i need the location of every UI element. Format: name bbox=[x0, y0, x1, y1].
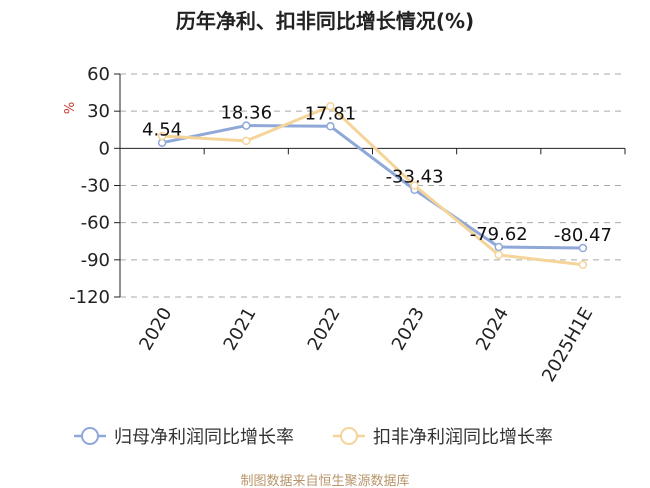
y-tick-label: 60 bbox=[87, 64, 110, 85]
point-1 bbox=[578, 260, 588, 270]
x-tick-labels: 2020 2021 2022 2023 2024 2025H1E bbox=[135, 304, 597, 386]
y-tick-label: 30 bbox=[87, 101, 110, 122]
x-tick-label: 2022 bbox=[304, 304, 345, 354]
grid-lines bbox=[120, 73, 625, 298]
source-note: 制图数据来自恒生聚源数据库 bbox=[240, 473, 409, 488]
y-tick-labels: 60 30 0 -30 -60 -90 -120 bbox=[69, 64, 110, 308]
x-tick-label: 2024 bbox=[472, 304, 513, 354]
legend-item-1: 扣非净利润同比增长率 bbox=[333, 427, 553, 448]
point-0 bbox=[578, 243, 588, 253]
legend: 归母净利润同比增长率 扣非净利润同比增长率 bbox=[74, 427, 553, 448]
y-tick-label: -30 bbox=[81, 176, 110, 197]
data-label: 18.36 bbox=[220, 103, 272, 124]
point-1 bbox=[494, 250, 503, 260]
series-line-1 bbox=[160, 104, 585, 267]
point-1 bbox=[157, 131, 167, 141]
data-label: 17.81 bbox=[305, 103, 357, 124]
legend-swatch-marker bbox=[81, 427, 99, 445]
series-line-0 bbox=[160, 124, 585, 250]
x-tick-label: 2020 bbox=[135, 304, 176, 354]
series-group bbox=[157, 101, 588, 270]
data-label: -79.62 bbox=[470, 224, 528, 245]
axes bbox=[114, 73, 626, 298]
y-axis-unit: % bbox=[63, 102, 78, 114]
x-tick-label: 2021 bbox=[219, 304, 260, 354]
y-tick-label: 0 bbox=[99, 138, 110, 159]
x-tick-label: 2025H1E bbox=[538, 304, 597, 386]
point-0 bbox=[494, 242, 503, 252]
data-label: -33.43 bbox=[386, 167, 444, 188]
point-1 bbox=[326, 101, 335, 111]
legend-item-0: 归母净利润同比增长率 bbox=[74, 427, 294, 448]
y-tick-label: -60 bbox=[81, 213, 110, 234]
y-tick-label: -120 bbox=[69, 287, 110, 308]
x-tick-label: 2023 bbox=[388, 304, 429, 354]
legend-label: 归母净利润同比增长率 bbox=[114, 427, 294, 448]
data-label: -80.47 bbox=[554, 225, 612, 246]
data-label: 4.54 bbox=[142, 120, 182, 141]
point-0 bbox=[242, 121, 251, 130]
legend-swatch-marker bbox=[340, 427, 358, 445]
point-1 bbox=[410, 181, 419, 190]
legend-label: 扣非净利润同比增长率 bbox=[373, 427, 553, 448]
point-1 bbox=[242, 136, 251, 146]
data-labels: 4.54 18.36 17.81 -33.43 -79.62 -80.47 bbox=[142, 103, 612, 246]
point-0 bbox=[326, 122, 335, 131]
chart-title: 历年净利、扣非同比增长情况(%) bbox=[176, 9, 474, 33]
y-tick-label: -90 bbox=[81, 250, 110, 271]
